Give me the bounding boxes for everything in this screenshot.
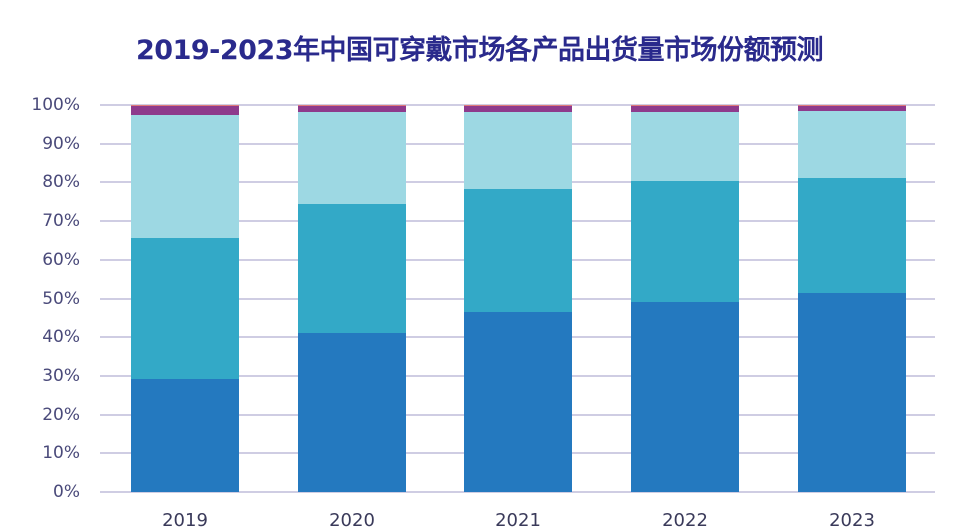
bar-segment-series-4 xyxy=(131,105,239,116)
bar-segment-series-3 xyxy=(798,111,906,178)
bar-segment-series-3 xyxy=(131,115,239,238)
bar-segment-series-3 xyxy=(464,111,572,189)
gridline xyxy=(100,104,935,106)
bar-segment-series-2 xyxy=(798,177,906,294)
bar-segment-series-1 xyxy=(464,311,572,492)
bar-2019 xyxy=(131,105,239,492)
bar-2023 xyxy=(798,105,906,492)
y-tick-label: 80% xyxy=(42,172,80,193)
y-tick-label: 10% xyxy=(42,443,80,464)
x-tick-label: 2020 xyxy=(329,510,375,531)
y-tick-label: 90% xyxy=(42,133,80,154)
y-tick-label: 100% xyxy=(31,95,80,115)
bar-segment-series-5 xyxy=(631,105,739,107)
bar-segment-series-5 xyxy=(298,105,406,107)
bar-segment-series-1 xyxy=(131,378,239,492)
bar-segment-series-3 xyxy=(298,111,406,204)
y-tick-label: 0% xyxy=(53,482,80,502)
bar-segment-series-2 xyxy=(298,203,406,333)
bar-2021 xyxy=(464,105,572,492)
bar-segment-series-4 xyxy=(464,106,572,112)
x-tick-label: 2023 xyxy=(829,510,875,531)
y-tick-label: 50% xyxy=(42,288,80,309)
bar-2020 xyxy=(298,105,406,492)
y-tick-label: 60% xyxy=(42,249,80,270)
bar-segment-series-5 xyxy=(798,105,906,107)
bar-segment-series-1 xyxy=(798,293,906,492)
gridline xyxy=(100,491,935,493)
bar-segment-series-4 xyxy=(298,106,406,112)
bar-segment-series-4 xyxy=(631,106,739,112)
y-tick-label: 30% xyxy=(42,365,80,386)
bar-segment-series-5 xyxy=(464,105,572,107)
bar-segment-series-4 xyxy=(798,106,906,112)
bar-segment-series-2 xyxy=(131,237,239,379)
y-tick-label: 20% xyxy=(42,404,80,425)
bar-segment-series-1 xyxy=(298,332,406,492)
y-tick-label: 40% xyxy=(42,327,80,348)
x-tick-label: 2021 xyxy=(495,510,541,531)
bar-segment-series-2 xyxy=(631,180,739,302)
bar-segment-series-5 xyxy=(131,105,239,106)
chart-title: 2019-2023年中国可穿戴市场各产品出货量市场份额预测 xyxy=(136,35,824,66)
x-tick-label: 2019 xyxy=(162,510,208,531)
bar-segment-series-3 xyxy=(631,112,739,181)
bar-segment-series-2 xyxy=(464,188,572,312)
bar-2022 xyxy=(631,105,739,492)
bar-segment-series-1 xyxy=(631,301,739,492)
y-tick-label: 70% xyxy=(42,211,80,232)
x-tick-label: 2022 xyxy=(662,510,708,531)
